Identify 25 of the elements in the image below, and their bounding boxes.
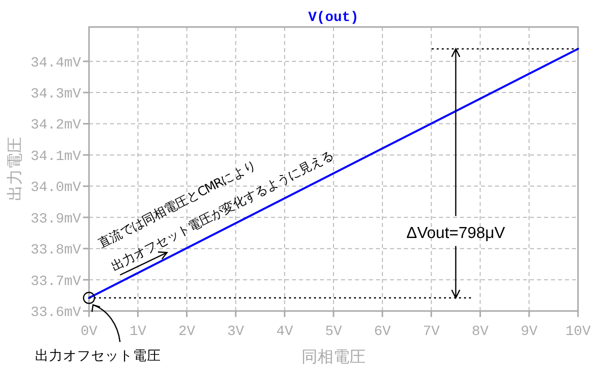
x-tick-label: 5V (325, 324, 342, 340)
y-tick-label: 34.0mV (30, 180, 82, 196)
x-axis-title: 同相電圧 (302, 347, 366, 366)
y-tick-label: 34.1mV (30, 148, 82, 165)
y-tick-label: 34.4mV (30, 55, 82, 72)
legend: V(out) (308, 10, 359, 26)
x-tick-label: 2V (178, 324, 196, 340)
x-tick-label: 3V (227, 324, 245, 340)
y-tick-label: 34.3mV (30, 86, 82, 103)
annotation: 出力オフセット電圧 (35, 348, 161, 364)
x-tick-label: 1V (129, 324, 147, 340)
annotation: ΔVout=798μV (406, 225, 506, 242)
y-tick-label: 33.8mV (30, 242, 82, 259)
y-tick-label: 33.7mV (30, 274, 82, 290)
x-tick-label: 8V (472, 324, 490, 340)
x-tick-label: 10V (565, 324, 592, 340)
y-axis-title: 出力電圧 (5, 137, 24, 201)
x-tick-label: 6V (374, 324, 392, 340)
x-tick-label: 7V (422, 324, 440, 340)
x-tick-label: 4V (276, 324, 294, 340)
y-tick-label: 33.6mV (30, 305, 82, 321)
y-tick-label: 34.2mV (30, 118, 82, 134)
x-tick-label: 0V (80, 324, 98, 340)
x-tick-label: 9V (520, 324, 538, 340)
y-tick-label: 33.9mV (30, 211, 82, 228)
